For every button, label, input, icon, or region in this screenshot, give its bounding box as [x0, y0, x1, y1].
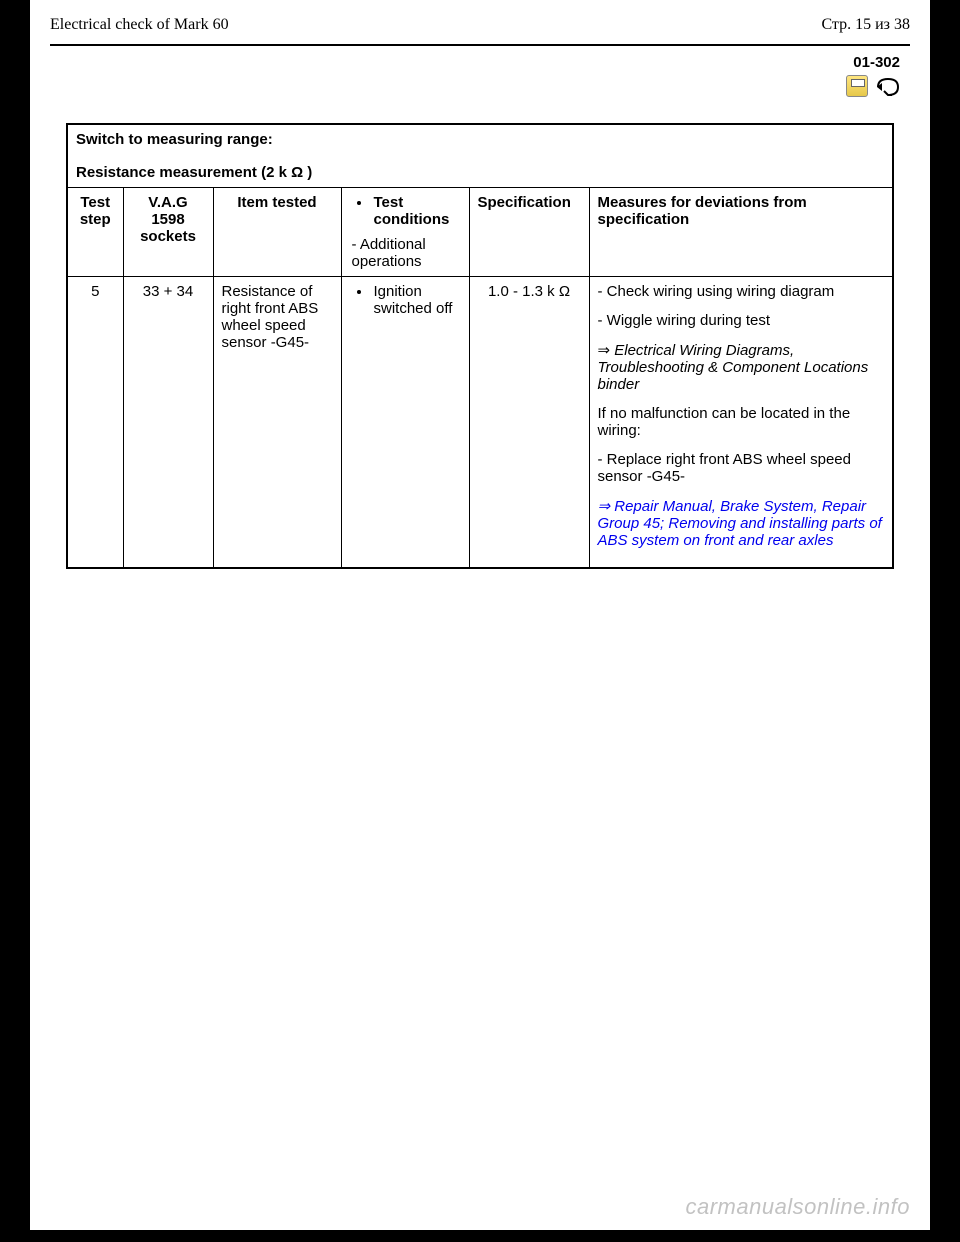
watermark-text: carmanualsonline.info [685, 1194, 910, 1220]
table-header-row: Test step V.A.G 1598 sockets Item tested… [67, 188, 893, 277]
measure-5: - Replace right front ABS wheel speed se… [598, 451, 885, 485]
print-icon[interactable] [846, 75, 868, 97]
measure-4: If no malfunction can be located in the … [598, 405, 885, 439]
cell-measures: - Check wiring using wiring diagram - Wi… [589, 277, 893, 569]
cell-item-tested: Resistance of right front ABS wheel spee… [213, 277, 341, 569]
arrow-icon: ⇒ [598, 498, 615, 515]
header-title-left: Electrical check of Mark 60 [50, 16, 229, 34]
table-row: 5 33 + 34 Resistance of right front ABS … [67, 277, 893, 569]
caption-line-1: Switch to measuring range: [76, 131, 884, 148]
table-caption-cell: Switch to measuring range: Resistance me… [67, 124, 893, 188]
cell-test-step: 5 [67, 277, 123, 569]
content-area: Switch to measuring range: Resistance me… [30, 123, 930, 569]
test-table: Switch to measuring range: Resistance me… [66, 123, 894, 569]
cell-vag: 33 + 34 [123, 277, 213, 569]
cell-conditions: Ignition switched off [341, 277, 469, 569]
measure-6: ⇒ Repair Manual, Brake System, Repair Gr… [598, 497, 885, 549]
th-test-step: Test step [67, 188, 123, 277]
page-header: Electrical check of Mark 60 Стр. 15 из 3… [30, 16, 930, 44]
measure-2: - Wiggle wiring during test [598, 312, 885, 329]
cell-condition-bullet: Ignition switched off [372, 283, 461, 317]
repair-manual-link[interactable]: Repair Manual, Brake System, Repair Grou… [598, 498, 882, 549]
th-item-tested: Item tested [213, 188, 341, 277]
th-vag: V.A.G 1598 sockets [123, 188, 213, 277]
back-icon[interactable] [874, 75, 900, 99]
caption-line-2: Resistance measurement (2 k Ω ) [76, 164, 884, 181]
measure-1: - Check wiring using wiring diagram [598, 283, 885, 300]
th-measures: Measures for deviations from specificati… [589, 188, 893, 277]
page-container: Electrical check of Mark 60 Стр. 15 из 3… [30, 0, 930, 1230]
th-conditions: Test conditions - Additional operations [341, 188, 469, 277]
cell-specification: 1.0 - 1.3 k Ω [469, 277, 589, 569]
arrow-icon: ⇒ [598, 342, 611, 359]
th-specification: Specification [469, 188, 589, 277]
page-code: 01-302 [30, 54, 930, 71]
toolbar-icons [30, 75, 930, 99]
measure-3-text: Electrical Wiring Diagrams, Troubleshoot… [598, 342, 869, 393]
header-title-right: Стр. 15 из 38 [821, 16, 910, 34]
header-divider [50, 44, 910, 46]
th-conditions-dash: - Additional operations [350, 236, 461, 270]
th-conditions-bullet: Test conditions [372, 194, 461, 228]
measure-3: ⇒ Electrical Wiring Diagrams, Troublesho… [598, 341, 885, 393]
